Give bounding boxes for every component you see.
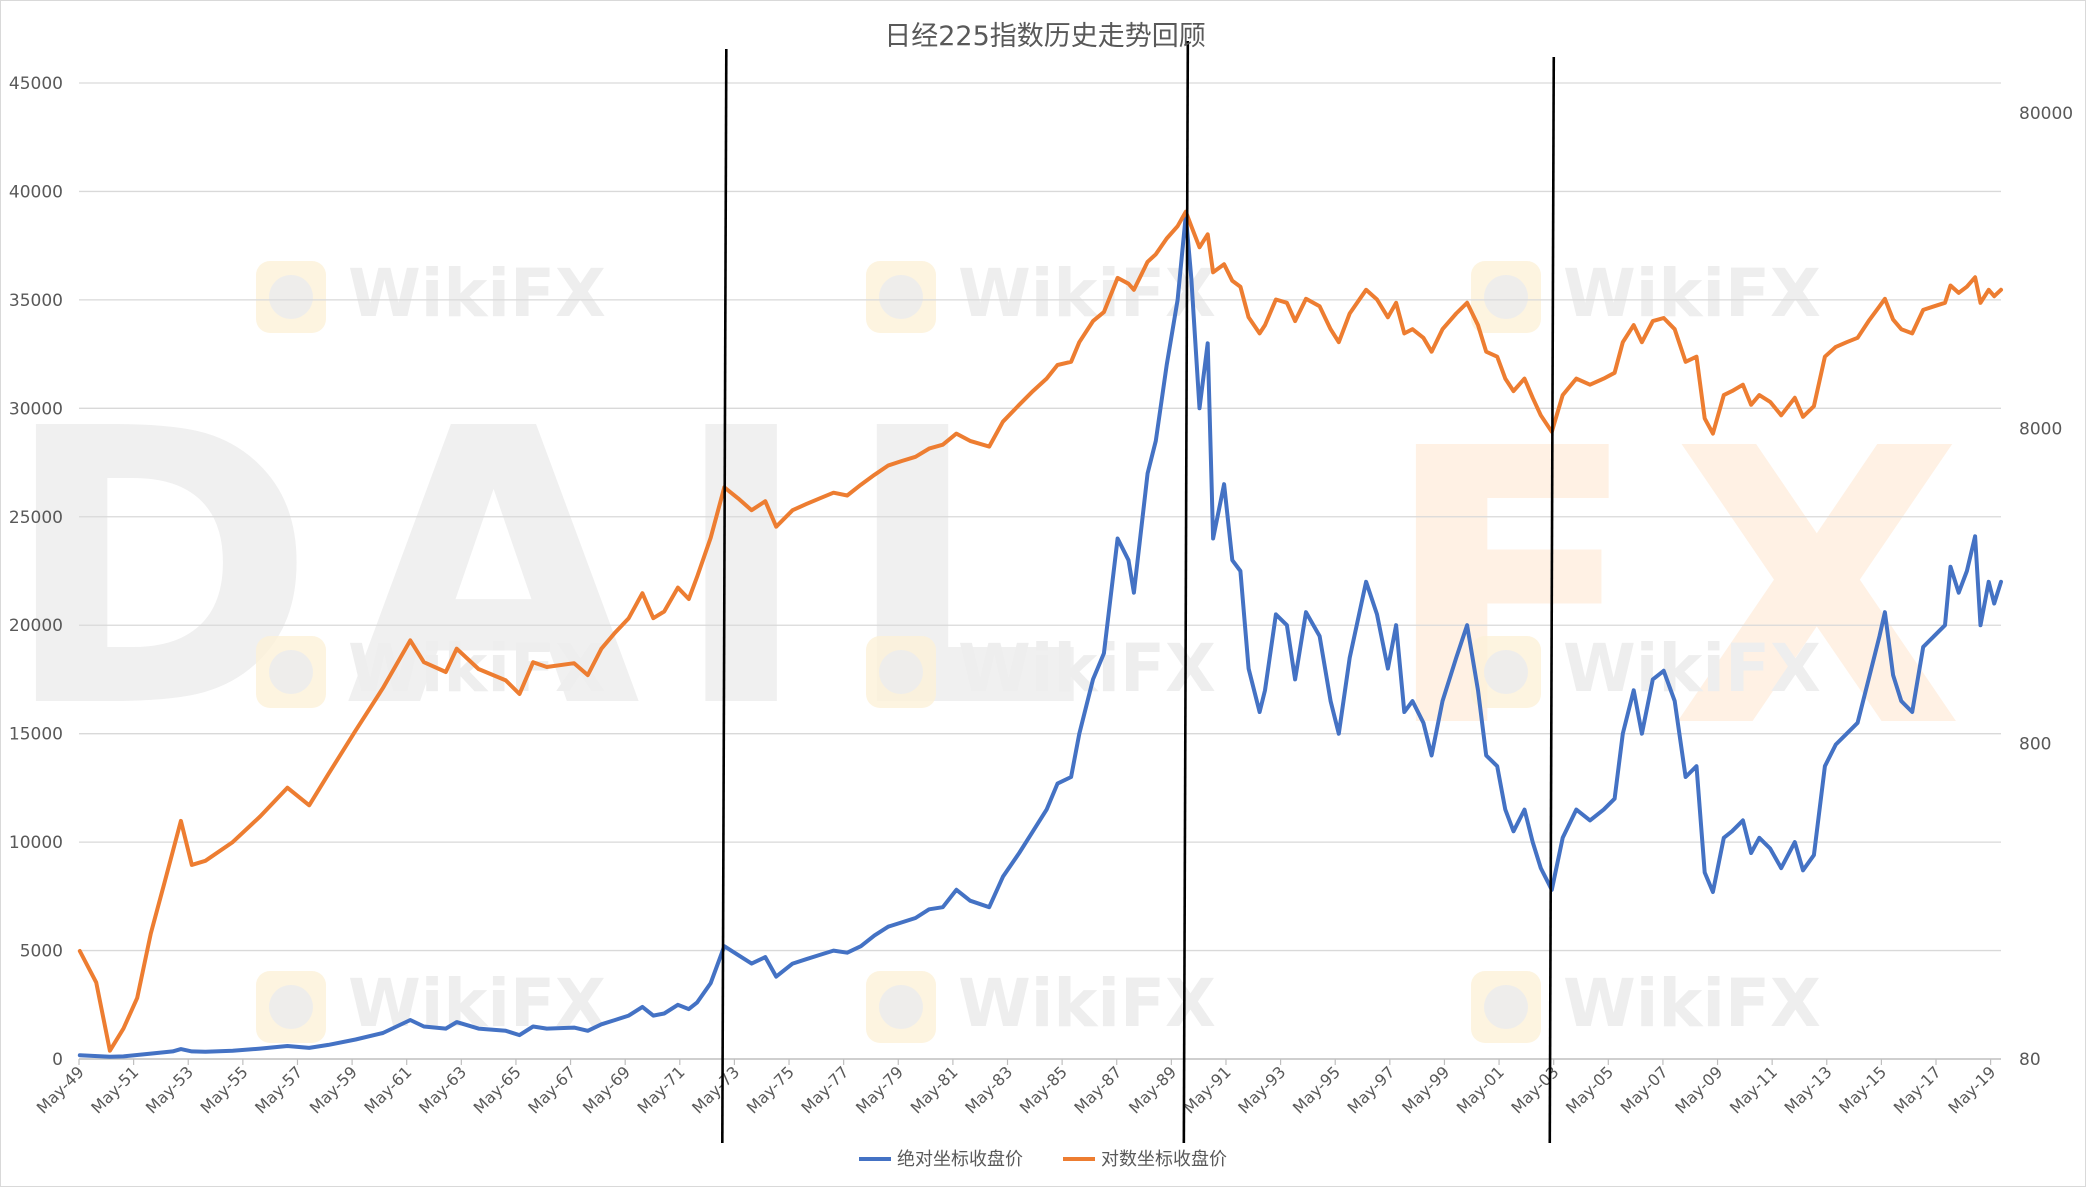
y-left-tick-label: 5000	[20, 942, 63, 962]
legend: 绝对坐标收盘价 对数坐标收盘价	[859, 1149, 1227, 1170]
x-tick-label: May-67	[524, 1062, 579, 1117]
series-lines	[77, 209, 2003, 1059]
x-tick-label: May-53	[142, 1062, 197, 1117]
x-tick-label: May-89	[1125, 1062, 1180, 1117]
wikifx-watermark-text: WikiFX	[958, 630, 1216, 707]
wikifx-logo-mark	[269, 275, 313, 319]
x-tick-label: May-97	[1344, 1062, 1399, 1117]
x-tick-label: May-17	[1890, 1062, 1945, 1117]
series-line-absolute	[77, 213, 2003, 1059]
x-tick-label: May-59	[306, 1062, 361, 1117]
wikifx-watermark: WikiFX	[256, 965, 606, 1043]
x-tick-label: May-75	[743, 1062, 798, 1117]
x-axis: May-49 May-51 May-53 May-55 May-57 May-59 May-…	[33, 1059, 1999, 1118]
y-left-tick-label: 45000	[9, 74, 63, 94]
y-right-tick-label: 8000	[2019, 419, 2062, 439]
x-tick-label: May-71	[634, 1062, 689, 1117]
wikifx-watermark-text: WikiFX	[348, 255, 606, 332]
y-left-tick-label: 35000	[9, 291, 63, 311]
wikifx-watermark: WikiFX	[866, 630, 1216, 708]
x-tick-label: May-09	[1671, 1062, 1726, 1117]
wikifx-logo-mark	[269, 650, 313, 694]
x-tick-label: May-49	[33, 1062, 88, 1117]
x-tick-label: May-81	[907, 1062, 962, 1117]
x-tick-label: May-93	[1234, 1062, 1289, 1117]
vertical-markers	[721, 40, 1556, 1144]
wikifx-logo-mark	[1484, 985, 1528, 1029]
wikifx-logo-mark	[269, 985, 313, 1029]
x-tick-label: May-83	[961, 1062, 1016, 1117]
y-left-tick-label: 20000	[9, 616, 63, 636]
wikifx-watermark: WikiFX	[866, 255, 1216, 333]
y-right-tick-label: 80000	[2019, 104, 2073, 124]
wikifx-watermark-text: WikiFX	[1563, 630, 1821, 707]
wikifx-watermark: WikiFX	[866, 965, 1216, 1043]
x-tick-label: May-19	[1944, 1062, 1999, 1117]
legend-label: 绝对坐标收盘价	[897, 1149, 1023, 1170]
x-tick-label: May-61	[360, 1062, 415, 1117]
x-tick-label: May-07	[1617, 1062, 1672, 1117]
x-tick-label: May-01	[1453, 1062, 1508, 1117]
wikifx-watermark-text: WikiFX	[958, 965, 1216, 1042]
watermark-dailyfx-orange: FX	[1381, 368, 1994, 811]
y-right-tick-label: 80	[2019, 1050, 2041, 1070]
y-axis-left: 0 5000 10000 15000 20000 25000 30000 35000 40000…	[9, 74, 63, 1070]
x-tick-label: May-85	[1016, 1062, 1071, 1117]
wikifx-logo-mark	[1484, 275, 1528, 319]
x-tick-label: May-65	[470, 1062, 525, 1117]
wikifx-watermark-text: WikiFX	[1563, 965, 1821, 1042]
x-tick-label: May-15	[1835, 1062, 1890, 1117]
watermark-dailyfx-dark: DAIL	[1, 348, 1114, 791]
wikifx-logo-mark	[1484, 650, 1528, 694]
wikifx-watermark: WikiFX	[1471, 965, 1821, 1043]
x-tick-label: May-79	[852, 1062, 907, 1117]
x-tick-label: May-77	[797, 1062, 852, 1117]
watermark-dailyfx: DAIL FX	[1, 348, 1994, 811]
x-tick-label: May-13	[1780, 1062, 1835, 1117]
y-axis-right: 80 800 8000 80000	[2019, 104, 2073, 1070]
y-left-tick-label: 10000	[9, 833, 63, 853]
x-tick-label: May-57	[251, 1062, 306, 1117]
x-tick-label: May-55	[197, 1062, 252, 1117]
x-tick-label: May-51	[87, 1062, 142, 1117]
x-tick-label: May-99	[1398, 1062, 1453, 1117]
x-tick-label: May-69	[579, 1062, 634, 1117]
chart-title: 日经225指数历史走势回顾	[884, 21, 1206, 52]
y-left-tick-label: 15000	[9, 725, 63, 745]
wikifx-watermark: WikiFX	[256, 630, 606, 708]
legend-label: 对数坐标收盘价	[1101, 1149, 1227, 1170]
y-right-tick-label: 800	[2019, 735, 2051, 755]
y-left-tick-label: 25000	[9, 508, 63, 528]
x-tick-label: May-63	[415, 1062, 470, 1117]
series-line-log	[77, 209, 2003, 1053]
x-tick-label: May-87	[1070, 1062, 1125, 1117]
vertical-marker-line	[721, 48, 728, 1144]
y-left-tick-label: 0	[52, 1050, 63, 1070]
wikifx-watermark: WikiFX	[1471, 255, 1821, 333]
x-tick-label: May-73	[688, 1062, 743, 1117]
y-left-tick-label: 30000	[9, 399, 63, 419]
vertical-marker-line	[1548, 56, 1556, 1144]
wikifx-logo-mark	[879, 985, 923, 1029]
x-tick-label: May-03	[1507, 1062, 1562, 1117]
x-tick-label: May-91	[1180, 1062, 1235, 1117]
x-tick-label: May-95	[1289, 1062, 1344, 1117]
x-tick-label: May-11	[1726, 1062, 1781, 1117]
wikifx-logo-mark	[879, 650, 923, 694]
x-tick-label: May-05	[1562, 1062, 1617, 1117]
wikifx-watermark: WikiFX	[256, 255, 606, 333]
y-left-tick-label: 40000	[9, 182, 63, 202]
wikifx-watermark: WikiFX	[1471, 630, 1821, 708]
vertical-marker-line	[1182, 40, 1190, 1144]
wikifx-logo-mark	[879, 275, 923, 319]
wikifx-watermark-text: WikiFX	[1563, 255, 1821, 332]
